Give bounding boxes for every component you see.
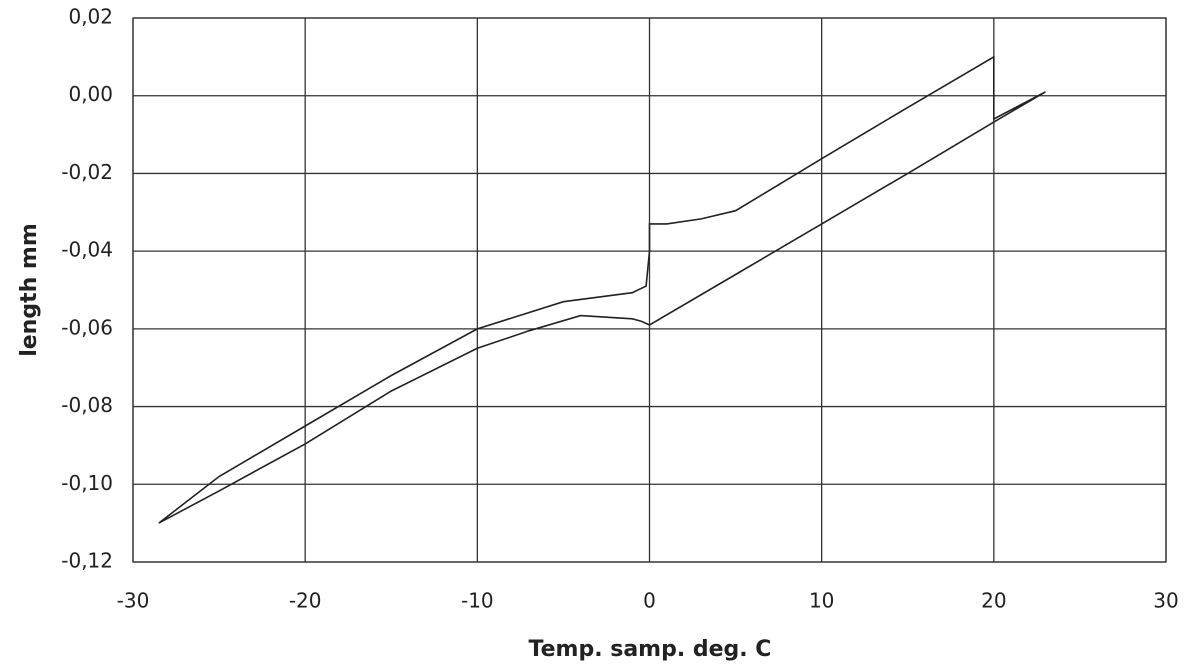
y-tick-label: 0,02	[68, 5, 113, 29]
x-tick-label: -20	[289, 589, 322, 613]
y-tick-label: -0,04	[61, 238, 113, 262]
y-tick-label: -0,10	[61, 471, 113, 495]
x-tick-label: 30	[1153, 589, 1178, 613]
x-tick-label: 20	[981, 589, 1006, 613]
y-tick-label: -0,02	[61, 160, 113, 184]
data-line	[158, 55, 1046, 524]
x-tick-label: 10	[809, 589, 834, 613]
x-tick-label: 0	[643, 589, 656, 613]
y-tick-label: -0,08	[61, 393, 113, 417]
y-tick-label: -0,06	[61, 315, 113, 339]
x-tick-label: -10	[461, 589, 494, 613]
x-axis-label: Temp. samp. deg. C	[529, 637, 772, 662]
y-tick-label: 0,00	[68, 82, 113, 106]
y-tick-label: -0,12	[61, 549, 113, 573]
x-tick-label: -30	[117, 589, 150, 613]
y-axis-label: length mm	[17, 223, 42, 357]
